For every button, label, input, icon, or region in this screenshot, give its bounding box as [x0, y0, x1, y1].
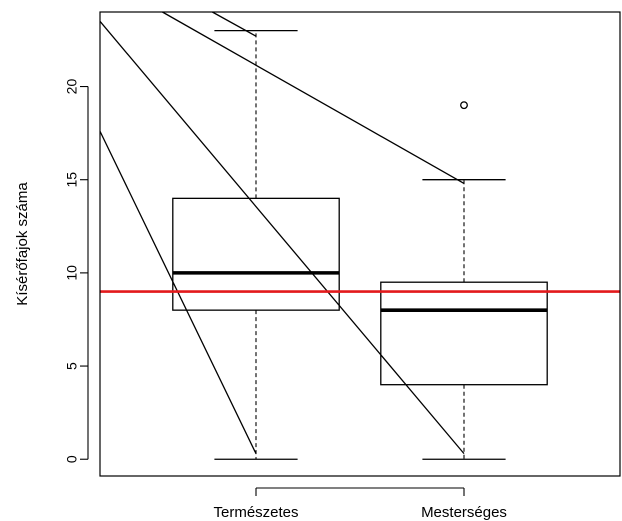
y-tick-label: 0 [64, 455, 80, 463]
y-axis: 0 5 10 15 20 [64, 79, 89, 463]
x-tick-label: Mesterséges [421, 504, 507, 521]
y-tick-label: 15 [64, 172, 80, 188]
iqr-box [380, 281, 548, 386]
box-2 [380, 101, 548, 460]
x-tick-label: Természetes [213, 504, 298, 521]
outlier-point [460, 101, 468, 110]
iqr-box [172, 197, 340, 311]
plot-frame [99, 11, 621, 477]
box-1 [172, 29, 340, 460]
overlay-line-3 [162, 11, 465, 185]
overlay-lines [99, 11, 465, 455]
y-tick-label: 20 [64, 79, 80, 95]
y-axis-label: Kísérőfajok száma [14, 182, 31, 306]
y-tick-label: 5 [64, 362, 80, 370]
y-tick-label: 10 [64, 265, 80, 281]
overlay-line-2 [99, 20, 465, 455]
overlay-line-4 [212, 11, 257, 37]
x-axis: Természetes Mesterséges [213, 487, 507, 521]
boxes [172, 29, 548, 460]
